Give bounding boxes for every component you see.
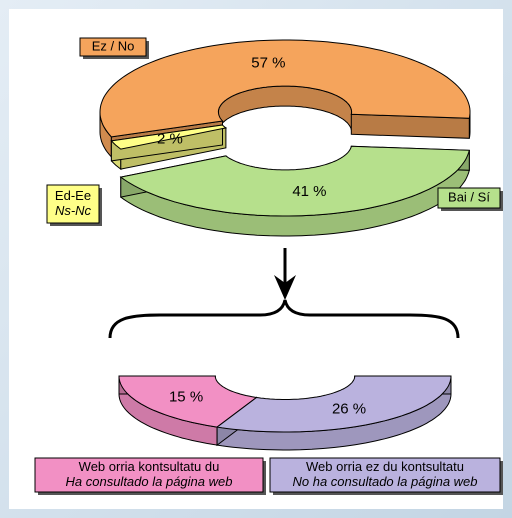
- legend-label: Ed-Ee: [55, 188, 91, 203]
- slice: [215, 375, 452, 451]
- data-label: 26 %: [332, 400, 366, 417]
- legend-label: Ns-Nc: [55, 203, 92, 218]
- slice: [110, 124, 228, 171]
- data-label: 15 %: [169, 389, 203, 406]
- brace: [108, 299, 460, 339]
- data-label: 2 %: [157, 131, 183, 148]
- legend-box: [269, 457, 501, 493]
- legend-label: Web orria ez du kontsultatu: [306, 459, 464, 474]
- slice-top: [99, 39, 471, 138]
- slice: [119, 145, 470, 237]
- legend-label: Ez / No: [92, 38, 135, 53]
- legend-box: [437, 187, 501, 209]
- slice-top: [118, 375, 258, 428]
- legend-label: Ha consultado la página web: [66, 474, 233, 489]
- legend-label: No ha consultado la página web: [292, 474, 477, 489]
- legend-label: Bai / Sí: [448, 189, 490, 204]
- data-label: 41 %: [292, 183, 326, 200]
- legend-box: [34, 457, 264, 493]
- data-label: 57 %: [251, 54, 285, 71]
- legend-box: [79, 37, 147, 57]
- slice-top: [119, 145, 470, 217]
- slice-top: [110, 124, 228, 150]
- arrow: [274, 248, 296, 300]
- legend-box: [46, 184, 100, 224]
- legend-label: Web orria kontsultatu du: [79, 459, 220, 474]
- slice-top: [215, 375, 452, 433]
